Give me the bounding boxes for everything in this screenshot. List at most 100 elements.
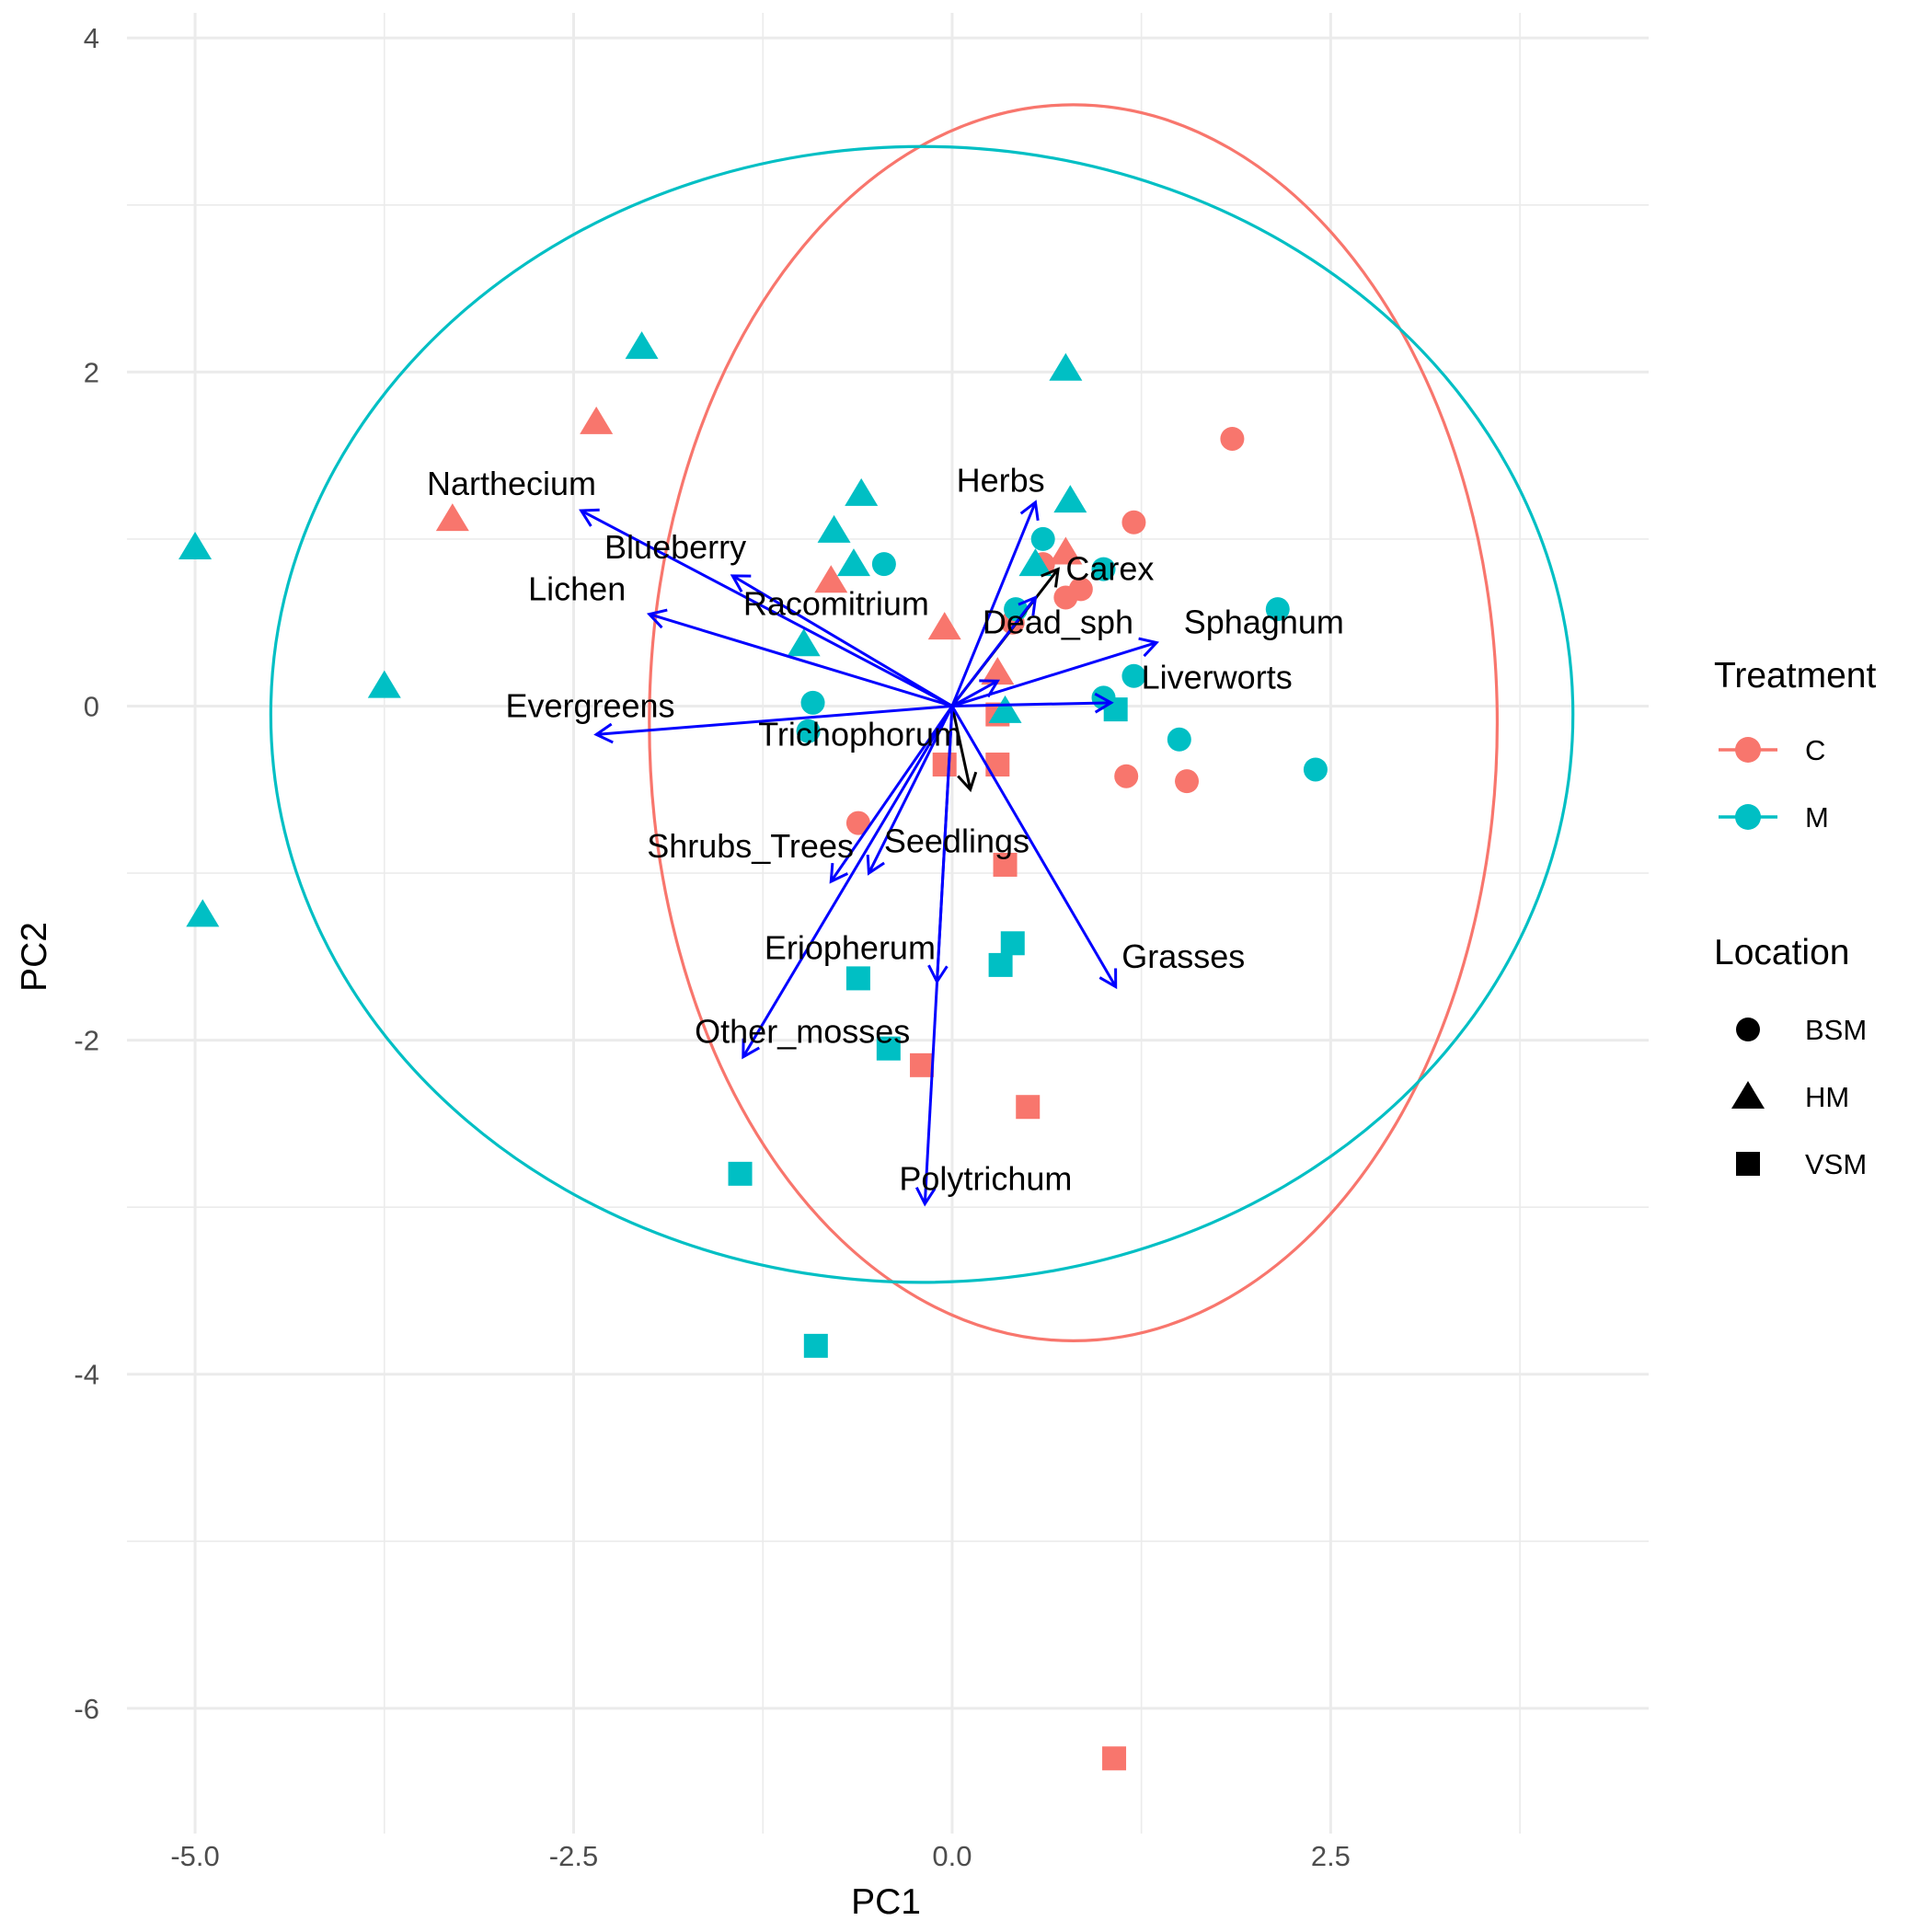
loading-arrow-head <box>914 1187 937 1207</box>
x-axis-title: PC1 <box>851 1882 921 1922</box>
data-point <box>1121 663 1146 688</box>
loading-label: Evergreens <box>505 686 674 724</box>
loading-label: Sphagnum <box>1184 604 1344 641</box>
data-point <box>787 628 821 657</box>
data-point <box>1000 931 1025 956</box>
loading-arrow-line <box>950 706 972 790</box>
data-point <box>1167 727 1191 752</box>
data-point <box>1175 769 1200 794</box>
loading-label: Liverworts <box>1142 659 1293 696</box>
loading-arrow-head <box>742 1038 761 1060</box>
data-point <box>580 406 614 434</box>
data-point <box>993 852 1018 877</box>
data-point <box>871 552 896 577</box>
x-tick-label: -5.0 <box>170 1840 219 1872</box>
y-tick-label: 2 <box>84 356 99 388</box>
loading-arrow-head <box>957 771 978 793</box>
y-tick-label: -6 <box>74 1693 99 1725</box>
loading-label: Herbs <box>957 461 1045 499</box>
loading-arrow-line <box>950 705 1117 988</box>
data-point <box>817 514 851 543</box>
loading-label: Narthecium <box>427 465 596 502</box>
loading-arrow-head <box>593 722 614 744</box>
legend-label-HM: HM <box>1805 1081 1849 1113</box>
legend: Treatment Location C M BSM HM VSM <box>1714 656 1876 1180</box>
ellipse-C <box>648 103 1500 1342</box>
axis-tick-labels: -5.0 -2.5 0.0 2.5 4 2 0 -2 -4 -6 <box>74 22 1351 1872</box>
data-point <box>932 753 957 777</box>
data-point <box>1018 548 1052 577</box>
data-point <box>1121 510 1146 535</box>
loading-arrow-head <box>646 608 668 629</box>
data-point <box>1102 1746 1127 1771</box>
data-point <box>800 690 825 715</box>
legend-label-BSM: BSM <box>1805 1014 1867 1046</box>
data-point <box>836 548 870 577</box>
loading-arrow-head <box>730 574 752 593</box>
data-point <box>910 1052 935 1077</box>
data-point <box>178 531 213 559</box>
y-tick-label: 4 <box>84 22 99 54</box>
legend-key-BSM <box>1736 1018 1760 1041</box>
data-point <box>981 657 1015 685</box>
loading-arrow-line <box>742 705 954 1058</box>
loading-label: Carex <box>1065 550 1154 588</box>
data-point <box>1091 557 1116 581</box>
legend-key-VSM <box>1736 1152 1760 1176</box>
data-point <box>186 899 220 927</box>
data-point <box>876 1036 901 1061</box>
data-point <box>1049 536 1083 565</box>
loading-arrow-line <box>950 501 1037 707</box>
data-point <box>728 1161 753 1186</box>
loading-arrow-head <box>579 508 600 527</box>
loading-label: Shrubs_Trees <box>647 827 854 865</box>
loading-arrow-head <box>1098 968 1118 990</box>
legend-key-point-C <box>1735 737 1761 763</box>
loading-arrow-head <box>1041 567 1060 588</box>
legend-key-HM <box>1731 1081 1765 1109</box>
data-point <box>796 719 821 743</box>
data-point <box>803 1333 828 1358</box>
loading-label: Trichophorum <box>758 715 961 753</box>
legend-label-VSM: VSM <box>1805 1148 1867 1180</box>
data-point <box>1049 352 1083 381</box>
legend-title-treatment: Treatment <box>1714 656 1876 696</box>
loading-label: Lichen <box>528 569 626 607</box>
loading-arrow-line <box>951 679 999 707</box>
loading-arrow-line <box>649 613 953 707</box>
loading-arrow-head <box>1019 500 1040 521</box>
data-point <box>814 565 848 593</box>
data-point <box>1303 757 1328 782</box>
y-tick-label: -4 <box>74 1359 99 1391</box>
loading-arrow-line <box>581 509 953 707</box>
legend-title-location: Location <box>1714 933 1849 972</box>
data-point <box>1265 597 1290 622</box>
data-point <box>845 811 870 835</box>
loading-label: Seedlings <box>884 822 1029 860</box>
loading-arrow-head <box>1138 637 1159 658</box>
loading-arrow-line <box>596 704 953 736</box>
loading-label: Grasses <box>1121 937 1245 975</box>
loading-label: Racomitrium <box>743 585 929 623</box>
loading-arrow-line <box>951 701 1111 707</box>
loading-arrow-line <box>950 596 1037 707</box>
data-point <box>985 753 1010 777</box>
data-point <box>625 331 659 360</box>
data-point <box>845 477 879 506</box>
loading-arrow-line <box>923 706 954 1204</box>
data-point <box>1114 764 1139 788</box>
legend-key-point-M <box>1735 804 1761 830</box>
loading-arrow-head <box>979 679 1000 698</box>
data-points <box>178 331 1328 1771</box>
loading-label: Dead_sph <box>983 604 1133 641</box>
legend-label-C: C <box>1805 734 1825 766</box>
loading-arrow-head <box>1094 692 1114 714</box>
data-point <box>367 670 401 698</box>
x-tick-label: -2.5 <box>549 1840 598 1872</box>
loading-arrow-line <box>951 641 1157 707</box>
y-tick-label: 0 <box>84 690 99 722</box>
data-point <box>988 952 1013 977</box>
data-point <box>1220 426 1245 451</box>
